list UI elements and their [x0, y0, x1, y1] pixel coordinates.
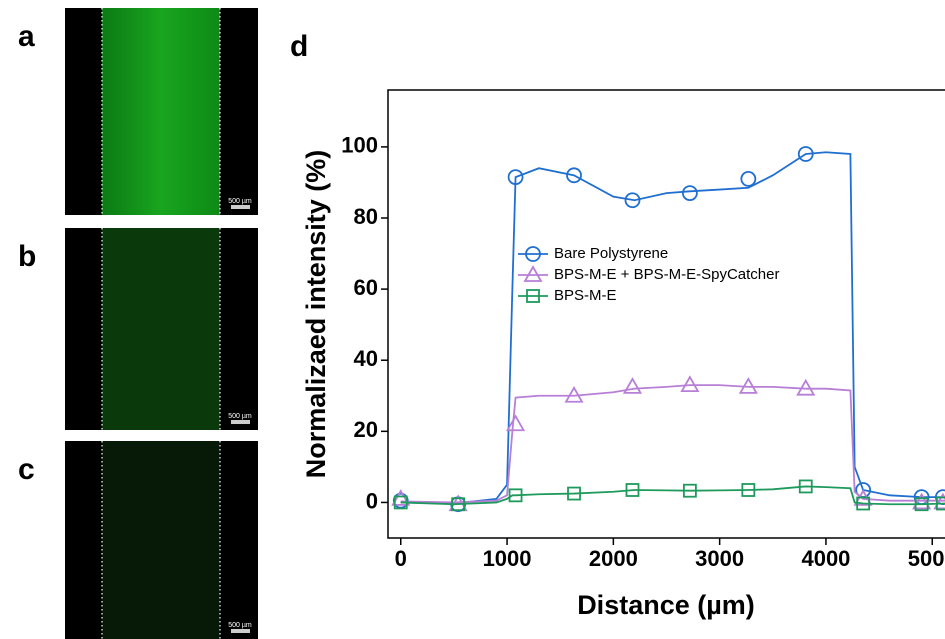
panel-label: b — [18, 240, 36, 273]
legend-label: Bare Polystyrene — [554, 245, 668, 262]
scale-bar-label: 500 µm — [228, 413, 252, 420]
x-tick-label: 3000 — [695, 546, 744, 571]
y-tick-label: 40 — [354, 346, 378, 371]
x-tick-label: 0 — [395, 546, 407, 571]
legend-marker — [525, 267, 541, 281]
page: {"panels": [{"label": "a", "scale_bar": … — [0, 0, 945, 639]
channel — [102, 228, 220, 430]
legend-label: BPS-M-E — [554, 287, 617, 304]
marker — [508, 416, 524, 430]
panel-label: a — [18, 20, 35, 53]
scale-bar — [231, 629, 250, 633]
figure: a500 µmb500 µmc500 µmd010002000300040005… — [0, 0, 945, 639]
data-line — [401, 385, 945, 502]
y-tick-label: 0 — [366, 488, 378, 513]
plot-frame — [388, 90, 945, 538]
marker — [683, 186, 697, 200]
scale-bar — [231, 205, 250, 209]
y-tick-label: 100 — [341, 133, 378, 158]
data-line — [401, 152, 945, 503]
y-tick-label: 20 — [354, 417, 378, 442]
y-axis-title: Normalizaed intensity (%) — [301, 150, 331, 479]
panel-label: c — [18, 453, 35, 486]
panel-label: d — [290, 30, 308, 63]
x-tick-label: 2000 — [589, 546, 638, 571]
marker — [682, 377, 698, 391]
x-tick-label: 4000 — [801, 546, 850, 571]
scale-bar — [231, 420, 250, 424]
legend-label: BPS-M-E + BPS-M-E-SpyCatcher — [554, 266, 779, 283]
x-axis-title: Distance (µm) — [577, 590, 755, 620]
x-tick-label: 1000 — [483, 546, 532, 571]
channel — [102, 8, 220, 215]
marker — [741, 172, 755, 186]
scale-bar-label: 500 µm — [228, 622, 252, 629]
y-tick-label: 60 — [354, 275, 378, 300]
y-tick-label: 80 — [354, 204, 378, 229]
scale-bar-label: 500 µm — [228, 198, 252, 205]
channel — [102, 441, 220, 639]
